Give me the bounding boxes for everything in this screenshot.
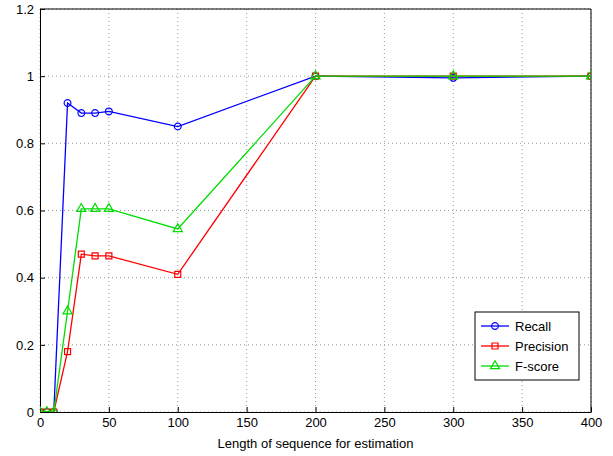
marker [63,306,72,314]
grid [40,9,591,412]
tick-label: 50 [102,415,116,430]
tick: 0.4 [16,270,45,285]
tick: 0.8 [16,136,45,151]
series-line [40,76,591,412]
legend-line [481,345,509,346]
tick-label: 1 [27,69,34,84]
tick: 300 [443,407,465,430]
marks [40,71,591,412]
tick: 150 [236,407,258,430]
chart: 0 50 100 150 200 250 300 350 400 0 0.2 0.4 0.6 0.8 1 1.… [0,0,613,456]
marker [64,100,71,107]
legend-marker [492,323,499,330]
tick-mark [40,143,45,144]
tick: 350 [512,407,534,430]
tick-label: 0 [37,415,44,430]
series-line [40,76,591,412]
tick: 0.6 [16,203,45,218]
tick-mark [40,345,45,346]
tick-label: 100 [167,415,189,430]
marker [106,253,112,259]
y-axis: 0 0.2 0.4 0.6 0.8 1 1.2 [16,2,45,420]
marker [174,123,181,130]
tick: 50 [102,407,116,430]
tick-mark [40,211,45,212]
marker [78,251,84,257]
tick-mark [40,412,45,413]
tick-mark [247,407,248,412]
tick-mark [109,407,110,412]
tick-label: 0 [27,405,34,420]
legend-marker [490,361,499,369]
frame [591,9,592,412]
tick-label: 0.2 [16,337,34,352]
tick-label: 400 [581,415,603,430]
tick-label: 0.6 [16,203,34,218]
tick-label: 350 [512,415,534,430]
tick: 1 [27,69,45,84]
plot-background [40,9,591,412]
marker [92,253,98,259]
marker [105,108,112,115]
legend-label: F-score [515,359,559,374]
marker [49,407,58,412]
tick-label: 200 [305,415,327,430]
tick: 200 [305,407,327,430]
grid-line-x [246,9,247,412]
legend-label: Precision [515,339,568,354]
tick-label: 150 [236,415,258,430]
tick-mark [40,76,45,77]
marker [311,71,320,79]
legend-box [475,312,579,380]
tick-label: 0.4 [16,270,34,285]
tick: 250 [374,407,396,430]
frame [40,9,591,10]
axis-line [41,412,592,413]
grid-line-y [40,210,591,211]
marker [91,204,100,212]
grid-line-y [40,9,591,10]
tick-mark [453,407,454,412]
legend-label: Recall [515,319,551,334]
legend: Recall Precision F-score [475,312,579,380]
x-axis-title: Length of sequence for estimation [218,436,414,451]
grid-line-x [591,9,592,412]
tick: 100 [167,407,189,430]
marker [77,204,86,212]
tick-label: 0.8 [16,136,34,151]
tick-mark [316,407,317,412]
marker [173,224,182,232]
tick-label: 250 [374,415,396,430]
tick-mark [178,407,179,412]
marker [175,271,181,277]
x-axis: 0 50 100 150 200 250 300 350 400 [37,407,602,430]
legend-line [481,365,509,366]
series-line [40,76,591,412]
tick-label: 1.2 [16,2,34,17]
plot-area: 0 50 100 150 200 250 300 350 400 0 0.2 0.4 0.6 0.8 1 1.… [16,2,602,431]
marker [449,71,458,79]
grid-line-y [40,277,591,278]
legend-marker [492,343,498,349]
tick-mark [40,278,45,279]
grid-line-x [315,9,316,412]
tick-label: 300 [443,415,465,430]
marker [92,110,99,117]
tick-mark [384,407,385,412]
marker [42,407,51,412]
tick: 0 [27,405,45,420]
marker [104,204,113,212]
marker [78,110,85,117]
tick: 0.2 [16,337,45,352]
grid-line-y [40,143,591,144]
tick-mark [522,407,523,412]
legend-line [481,325,509,326]
grid-line-x [177,9,178,412]
marker [65,349,71,355]
marker [586,71,591,79]
